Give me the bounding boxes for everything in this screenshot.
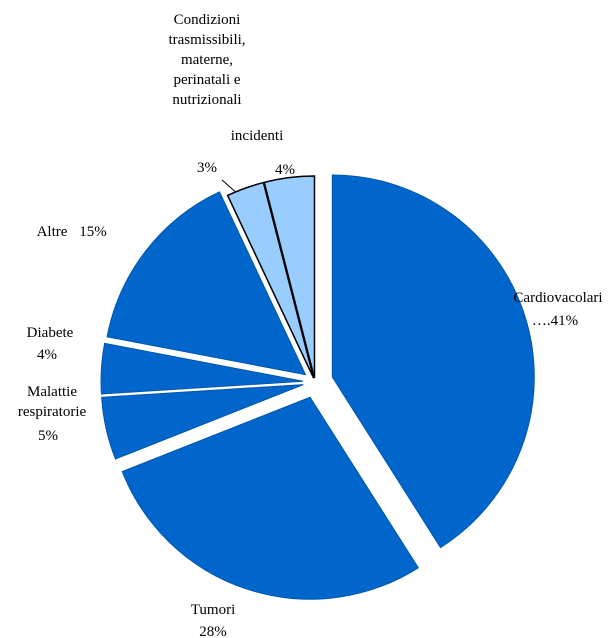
pie-slice xyxy=(106,191,307,376)
value-label: 3% xyxy=(197,160,217,176)
pie-slice xyxy=(100,342,304,395)
value-label: 15% xyxy=(79,224,107,240)
category-label: Altre xyxy=(36,224,68,240)
category-label: incidenti xyxy=(230,128,284,144)
category-label: Condizioni trasmissibili, materne, perin… xyxy=(168,12,246,108)
value-label: 4% xyxy=(275,162,295,178)
category-label: Tumori xyxy=(190,602,236,618)
value-label: 5% xyxy=(38,428,58,444)
category-label: Malattie respiratorie xyxy=(17,384,87,420)
value-label: 28% xyxy=(199,624,227,638)
pie-slice xyxy=(263,175,316,379)
value-label: 4% xyxy=(37,347,57,363)
pie-slice xyxy=(121,396,419,600)
pie-slice xyxy=(101,384,304,460)
category-label: Diabete xyxy=(26,325,74,341)
value-label: ….41% xyxy=(531,313,579,329)
pie-slice xyxy=(331,174,535,549)
category-label: Cardiovacolari xyxy=(513,290,603,306)
pie-slice xyxy=(226,181,315,379)
